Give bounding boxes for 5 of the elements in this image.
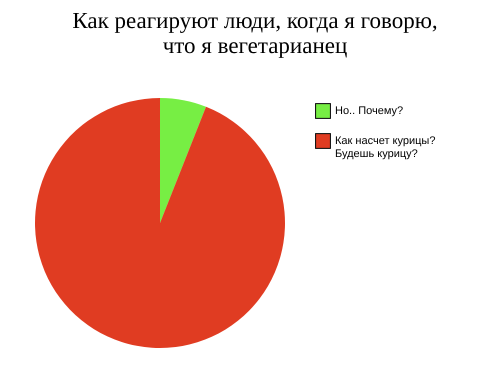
pie-slice <box>160 98 206 223</box>
pie-slice <box>35 98 285 348</box>
legend-label: Но.. Почему? <box>335 105 404 117</box>
legend-label: Как насчет курицы? Будешь курицу? <box>335 135 436 160</box>
chart-title: Как реагируют люди, когда я говорю, что я вегетарианец <box>72 8 438 58</box>
